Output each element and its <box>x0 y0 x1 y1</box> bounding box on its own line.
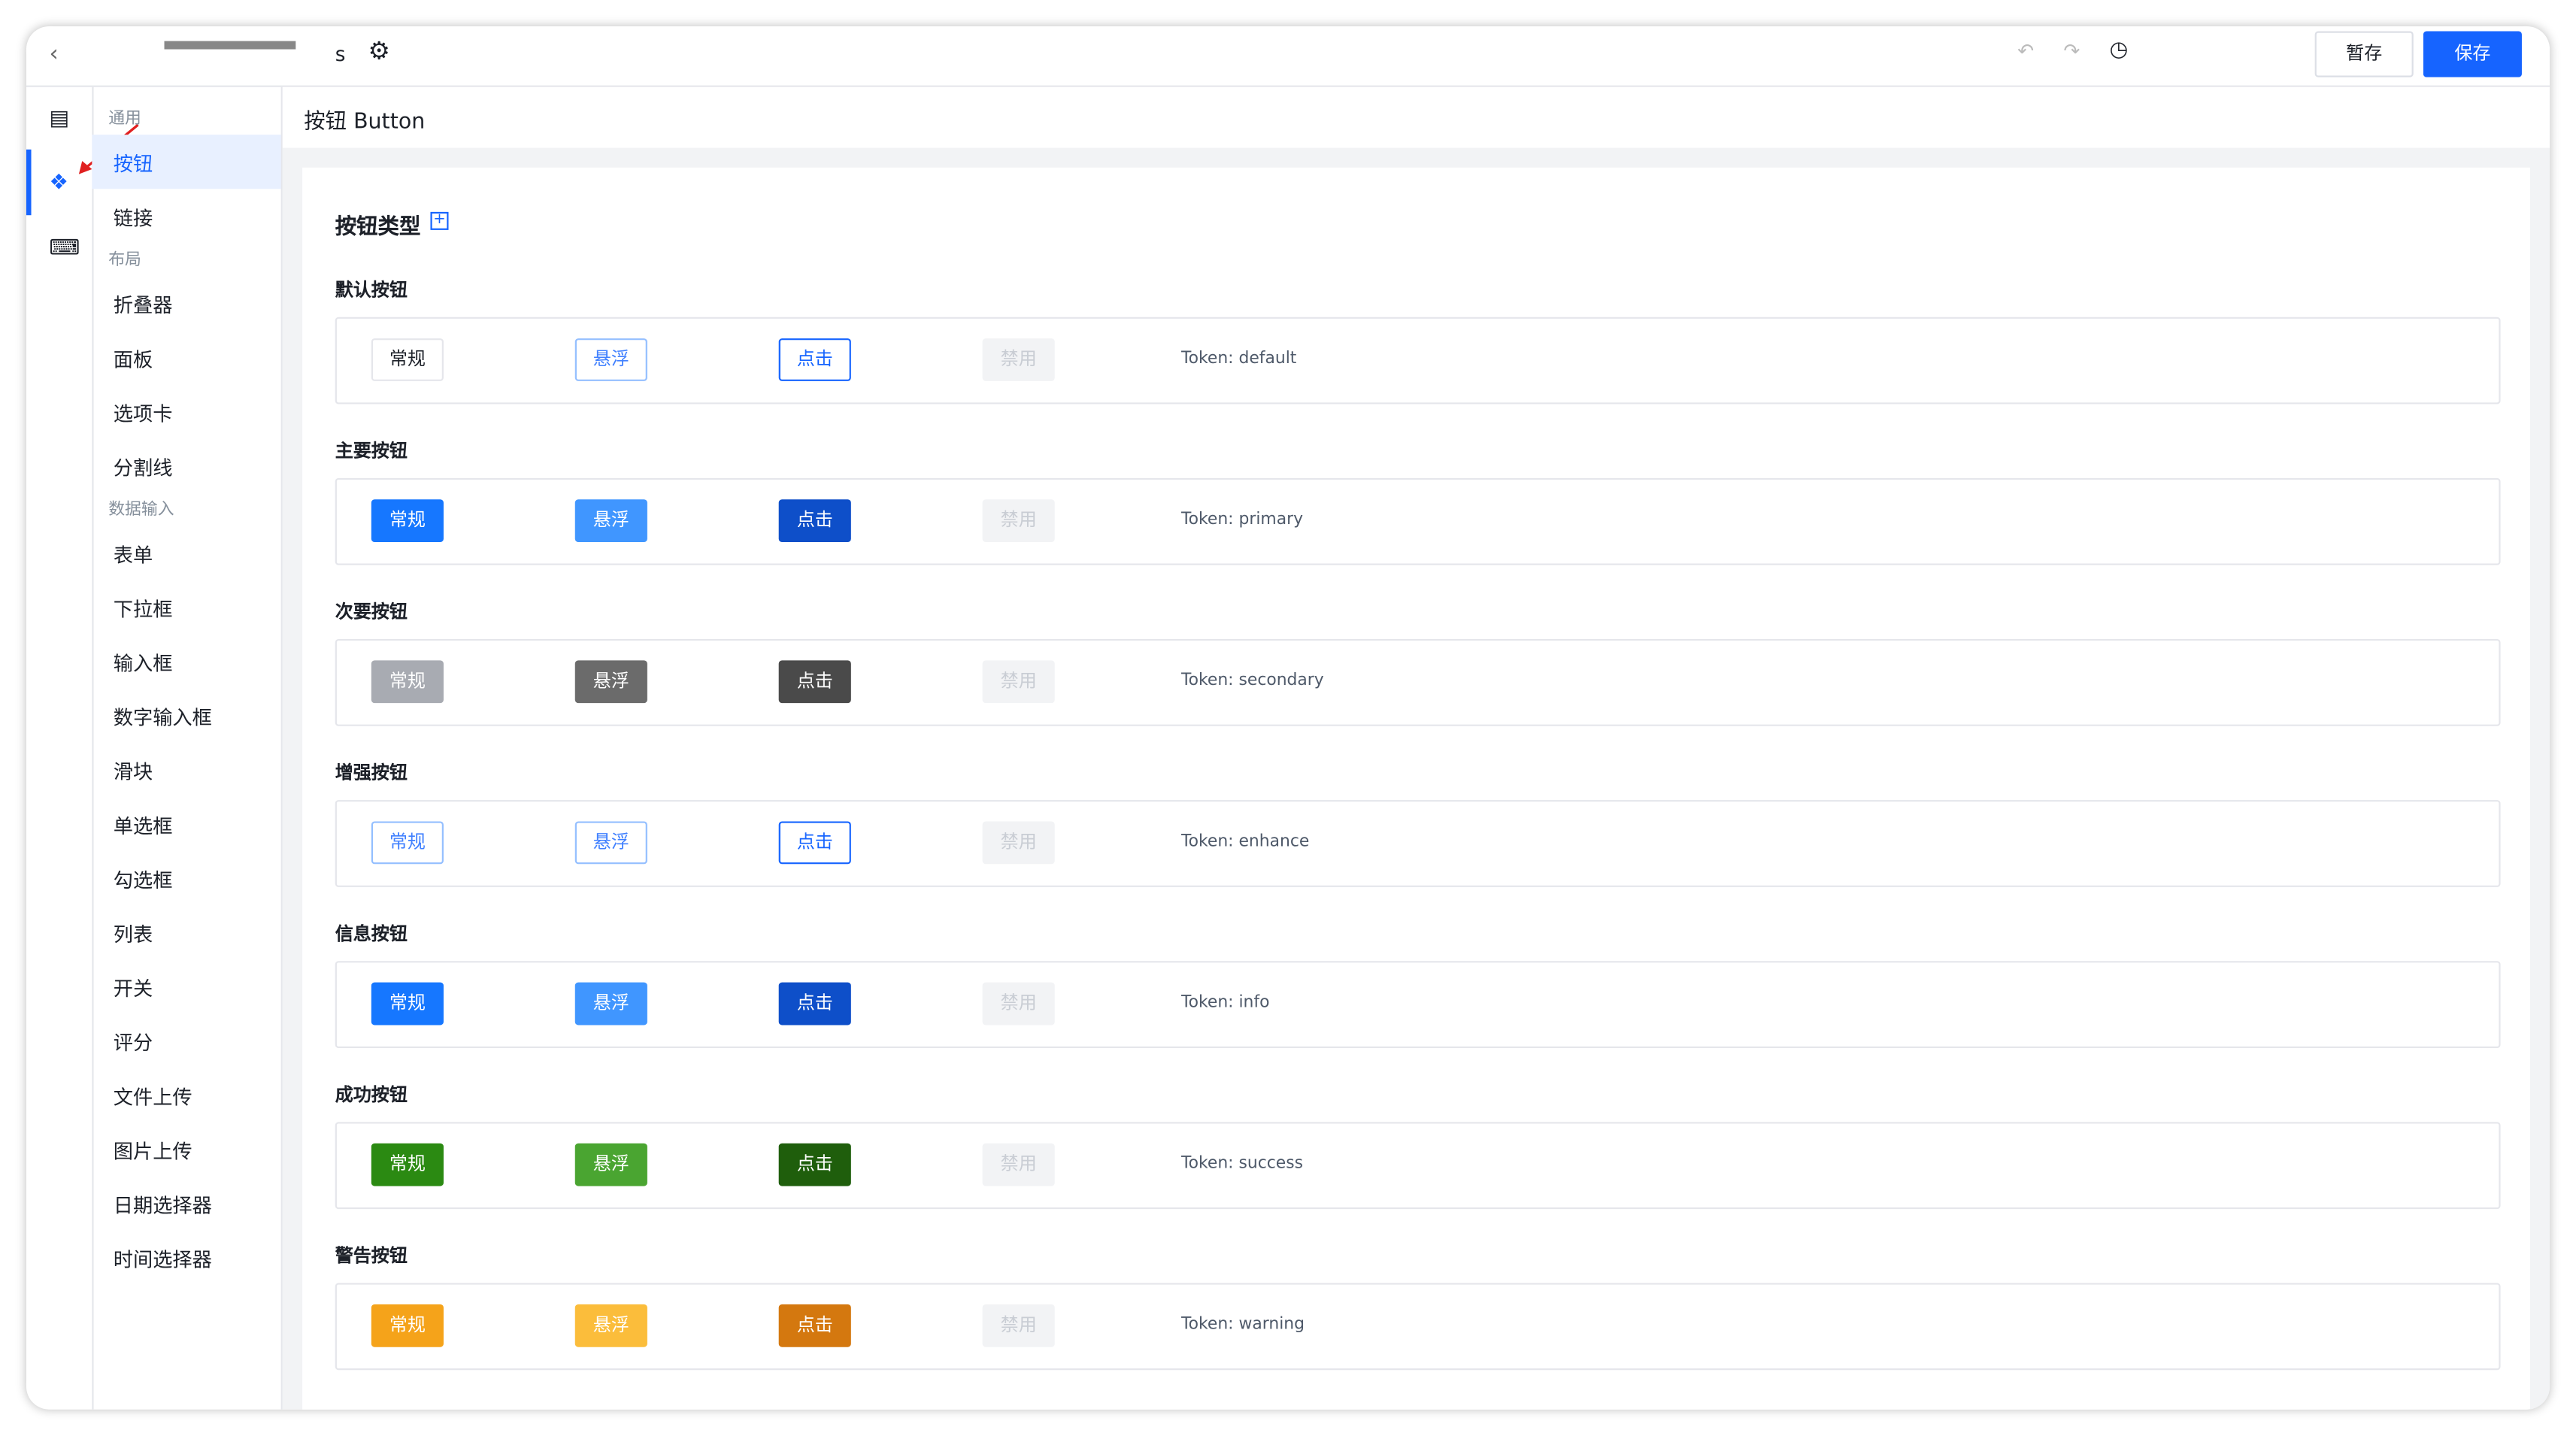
token-text: Token: default <box>1181 350 1297 368</box>
nav-item[interactable]: 勾选框 <box>113 868 173 892</box>
demo-box <box>335 638 2501 726</box>
demo-button[interactable]: 点击 <box>778 982 851 1025</box>
row-label: 次要按钮 <box>335 601 408 623</box>
back-button[interactable]: ‹ <box>49 41 59 68</box>
nav-item[interactable]: 列表 <box>113 922 153 947</box>
toolbar <box>26 26 2550 87</box>
demo-box <box>335 961 2501 1049</box>
demo-button[interactable]: 悬浮 <box>574 660 647 704</box>
components-icon[interactable]: ❖ <box>49 171 69 196</box>
nav-group-title: 数据输入 <box>108 501 174 520</box>
demo-button[interactable]: 常规 <box>371 660 444 704</box>
nav-item[interactable]: 链接 <box>113 207 153 230</box>
settings-icon[interactable]: ⚙ <box>368 36 390 66</box>
nav-item[interactable]: 数字输入框 <box>113 706 212 730</box>
expand-icon[interactable]: + <box>430 211 449 230</box>
nav-item[interactable]: 文件上传 <box>113 1086 192 1109</box>
doc-title: s <box>335 42 346 66</box>
nav-group-title: 布局 <box>108 251 141 270</box>
demo-button: 禁用 <box>982 338 1055 381</box>
row-label: 增强按钮 <box>335 762 408 784</box>
nav-item[interactable]: 单选框 <box>113 814 173 838</box>
demo-button: 禁用 <box>982 1304 1055 1347</box>
nav-item[interactable]: 表单 <box>113 544 153 567</box>
demo-button[interactable]: 悬浮 <box>574 338 647 381</box>
demo-button[interactable]: 常规 <box>371 338 444 381</box>
token-text: Token: enhance <box>1181 832 1310 851</box>
nav-item[interactable]: 分割线 <box>113 456 173 480</box>
demo-box <box>335 800 2501 887</box>
demo-card <box>302 167 2530 1410</box>
demo-button: 禁用 <box>982 499 1055 543</box>
demo-button[interactable]: 悬浮 <box>574 821 647 865</box>
row-label: 警告按钮 <box>335 1245 408 1267</box>
demo-box <box>335 1283 2501 1371</box>
nav-group-title: 通用 <box>108 110 141 129</box>
demo-box <box>335 1122 2501 1210</box>
demo-button[interactable]: 悬浮 <box>574 499 647 543</box>
row-label: 信息按钮 <box>335 922 408 945</box>
nav-panel <box>92 86 283 1410</box>
blurred-title <box>164 41 296 50</box>
nav-item[interactable]: 开关 <box>113 977 153 1001</box>
demo-box <box>335 317 2501 404</box>
page-header <box>282 86 2550 148</box>
token-text: Token: secondary <box>1181 671 1324 690</box>
section-title: 按钮类型 <box>335 215 421 241</box>
nav-item[interactable]: 下拉框 <box>113 598 173 621</box>
nav-item[interactable]: 按钮 <box>113 153 153 176</box>
demo-button[interactable]: 点击 <box>778 338 851 381</box>
demo-button: 禁用 <box>982 660 1055 704</box>
demo-button[interactable]: 点击 <box>778 821 851 865</box>
token-text: Token: warning <box>1181 1316 1305 1335</box>
demo-button[interactable]: 悬浮 <box>574 982 647 1025</box>
draft-button[interactable]: 暂存 <box>2314 31 2414 77</box>
demo-button[interactable]: 常规 <box>371 982 444 1025</box>
nav-item[interactable]: 日期选择器 <box>113 1194 212 1218</box>
nav-item[interactable]: 选项卡 <box>113 402 173 426</box>
demo-button[interactable]: 悬浮 <box>574 1143 647 1186</box>
nav-item[interactable]: 评分 <box>113 1032 153 1055</box>
save-button[interactable]: 保存 <box>2423 31 2522 77</box>
token-text: Token: info <box>1181 993 1270 1012</box>
active-indicator <box>26 149 32 216</box>
token-text: Token: success <box>1181 1155 1303 1174</box>
demo-button[interactable]: 点击 <box>778 499 851 543</box>
layout-icon[interactable]: ▤ <box>49 107 70 132</box>
row-label: 主要按钮 <box>335 440 408 462</box>
code-icon[interactable]: ⌨ <box>49 236 80 262</box>
history-icon[interactable]: ◷ <box>2109 38 2129 63</box>
nav-item[interactable]: 图片上传 <box>113 1140 192 1163</box>
demo-button[interactable]: 常规 <box>371 1143 444 1186</box>
demo-button[interactable]: 点击 <box>778 1143 851 1186</box>
row-label: 默认按钮 <box>335 279 408 301</box>
demo-button[interactable]: 常规 <box>371 821 444 865</box>
demo-button[interactable]: 常规 <box>371 499 444 543</box>
page-title: 按钮 Button <box>304 110 426 135</box>
icon-rail <box>26 86 94 1410</box>
nav-item[interactable]: 时间选择器 <box>113 1248 212 1272</box>
demo-button[interactable]: 点击 <box>778 660 851 704</box>
demo-button: 禁用 <box>982 821 1055 865</box>
demo-button[interactable]: 常规 <box>371 1304 444 1347</box>
nav-item[interactable]: 滑块 <box>113 760 153 784</box>
token-text: Token: primary <box>1181 510 1304 529</box>
undo-icon[interactable]: ↶ <box>2017 39 2035 63</box>
demo-button: 禁用 <box>982 982 1055 1025</box>
demo-button: 禁用 <box>982 1143 1055 1186</box>
row-label: 成功按钮 <box>335 1084 408 1106</box>
nav-item[interactable]: 面板 <box>113 348 153 371</box>
app-window: ‹ s ⚙ ↶ ↷ ◷ 暂存 保存 ▤ ❖ ⌨ 按钮 Button 按钮类型 +… <box>26 26 2550 1410</box>
nav-item[interactable]: 输入框 <box>113 652 173 676</box>
demo-box <box>335 477 2501 565</box>
nav-item[interactable]: 折叠器 <box>113 294 173 317</box>
redo-icon[interactable]: ↷ <box>2063 39 2080 63</box>
demo-button[interactable]: 点击 <box>778 1304 851 1347</box>
demo-button[interactable]: 悬浮 <box>574 1304 647 1347</box>
nav-active-bg <box>92 135 281 189</box>
